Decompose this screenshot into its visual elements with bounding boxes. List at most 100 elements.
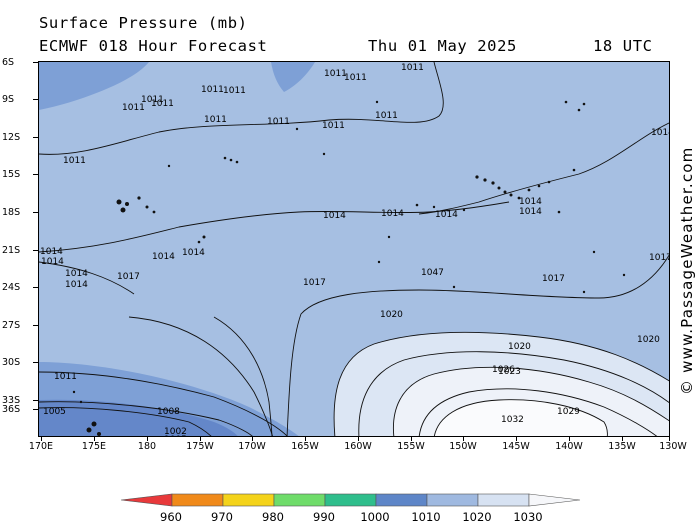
legend-label: 960 xyxy=(160,510,182,524)
forecast-time: 18 UTC xyxy=(593,37,653,55)
isobar-label: 1047 xyxy=(421,268,444,278)
isobar-label: 1008 xyxy=(157,407,180,417)
lon-label: 170W xyxy=(238,441,266,452)
isobar-label: 1011 xyxy=(204,115,227,125)
isobar-1029 xyxy=(418,388,658,436)
isobar-label: 1023 xyxy=(498,367,521,377)
lon-label: 135W xyxy=(608,441,636,452)
isobar-label: 1011 xyxy=(54,372,77,382)
lat-label: 12S xyxy=(2,132,21,143)
islands xyxy=(72,100,626,436)
lon-tick xyxy=(516,437,517,441)
legend-label: 1030 xyxy=(513,510,543,524)
lat-tick xyxy=(33,287,38,288)
isobar-label: 1011 xyxy=(141,95,164,105)
lon-tick xyxy=(305,437,306,441)
isobar-label: 1011 xyxy=(122,103,145,113)
lon-label: 150W xyxy=(449,441,477,452)
isobar-label: 1014 xyxy=(381,209,404,219)
isobar-label: 1005 xyxy=(43,407,66,417)
isobar-label: 1017 xyxy=(303,278,326,288)
area-nw-1010 xyxy=(39,62,149,110)
lon-label: 140W xyxy=(555,441,583,452)
isobar-1023 xyxy=(358,351,669,436)
isobar-1011-north xyxy=(39,62,444,155)
color-legend-bar xyxy=(120,493,581,507)
isobar-1005 xyxy=(39,407,212,436)
isobar-1020 xyxy=(333,331,669,436)
legend-swatch xyxy=(426,493,479,507)
isobar-label: 1017 xyxy=(117,272,140,282)
isobar-label: 1014 xyxy=(65,280,88,290)
isobar-label: 1014 xyxy=(323,211,346,221)
isobar-label: 1011 xyxy=(267,117,290,127)
legend-swatch xyxy=(171,493,224,507)
lon-tick xyxy=(669,437,670,441)
isobar-label: 1014 xyxy=(651,128,670,138)
legend-swatch xyxy=(324,493,377,507)
isobar-label: 1014 xyxy=(435,210,458,220)
lat-label: 9S xyxy=(2,94,15,105)
lat-label: 18S xyxy=(2,207,21,218)
lon-label: 175E xyxy=(81,441,107,452)
lon-tick xyxy=(147,437,148,441)
lat-label: 6S xyxy=(2,57,15,68)
isobar-label: 1017 xyxy=(542,274,565,284)
forecast-date: Thu 01 May 2025 xyxy=(368,37,517,55)
isobar-1014-west xyxy=(39,261,135,295)
legend-label: 1010 xyxy=(411,510,441,524)
lon-label: 165W xyxy=(291,441,319,452)
lon-tick xyxy=(200,437,201,441)
lon-tick xyxy=(358,437,359,441)
isobar-label: 1017 xyxy=(649,253,670,263)
lon-tick xyxy=(252,437,253,441)
legend-swatch xyxy=(273,493,326,507)
lon-tick xyxy=(622,437,623,441)
lon-label: 175W xyxy=(186,441,214,452)
lon-tick xyxy=(411,437,412,441)
legend-label: 1000 xyxy=(360,510,390,524)
area-above-1030 xyxy=(434,399,608,436)
isobar-label: 1011 xyxy=(201,85,224,95)
forecast-model: ECMWF 018 Hour Forecast xyxy=(39,37,268,55)
isobar-label: 1011 xyxy=(401,63,424,73)
lat-label: 36S xyxy=(2,404,21,415)
lat-label: 27S xyxy=(2,320,21,331)
isobar-label: 1029 xyxy=(557,407,580,417)
isobar-label: 1011 xyxy=(223,86,246,96)
isobar-label: 1020 xyxy=(637,335,660,345)
isobar-1011-east xyxy=(418,122,669,215)
lon-tick xyxy=(569,437,570,441)
lon-label: 155W xyxy=(397,441,425,452)
lon-tick xyxy=(94,437,95,441)
isobar-label: 1020 xyxy=(508,342,531,352)
legend-label: 1020 xyxy=(462,510,492,524)
lon-label: 180 xyxy=(137,441,157,452)
lat-tick xyxy=(33,212,38,213)
isobar-1011-sw xyxy=(39,371,288,436)
lat-label: 15S xyxy=(2,169,21,180)
isobar-curve-2 xyxy=(213,316,273,436)
lat-tick xyxy=(33,362,38,363)
isobar-label: 1014 xyxy=(65,269,88,279)
chart-title: Surface Pressure (mb) xyxy=(39,14,248,32)
isobar-label: 1011 xyxy=(322,121,345,131)
lat-tick xyxy=(33,137,38,138)
lon-tick xyxy=(463,437,464,441)
isobar-1017 xyxy=(286,254,669,436)
isobar-label: 1014 xyxy=(152,252,175,262)
isobar-label: 1014 xyxy=(41,257,64,267)
legend-swatch xyxy=(375,493,428,507)
isobar-label: 1011 xyxy=(324,69,347,79)
isobar-labels: 1011 1011 1011 1011 1011 1011 1011 1011 … xyxy=(40,63,670,436)
lat-label: 21S xyxy=(2,245,21,256)
lat-label: 30S xyxy=(2,357,21,368)
lon-tick xyxy=(41,437,42,441)
isobar-label: 1014 xyxy=(40,247,63,257)
lat-tick xyxy=(33,62,38,63)
isobar-label: 1032 xyxy=(501,415,524,425)
isobar-label: 1026 xyxy=(492,365,515,375)
pressure-map[interactable]: 1011 1011 1011 1011 1011 1011 1011 1011 … xyxy=(38,61,670,437)
area-n-1010 xyxy=(271,62,315,92)
watermark: © www.PassageWeather.com xyxy=(678,146,696,395)
